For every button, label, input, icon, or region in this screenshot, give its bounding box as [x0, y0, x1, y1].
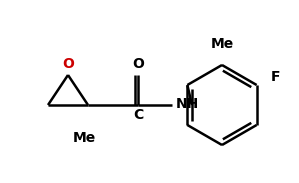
Text: NH: NH: [176, 97, 199, 111]
Text: O: O: [132, 57, 144, 71]
Text: C: C: [133, 108, 143, 122]
Text: Me: Me: [72, 131, 96, 145]
Text: Me: Me: [210, 37, 234, 51]
Text: F: F: [271, 70, 280, 84]
Text: O: O: [62, 57, 74, 71]
